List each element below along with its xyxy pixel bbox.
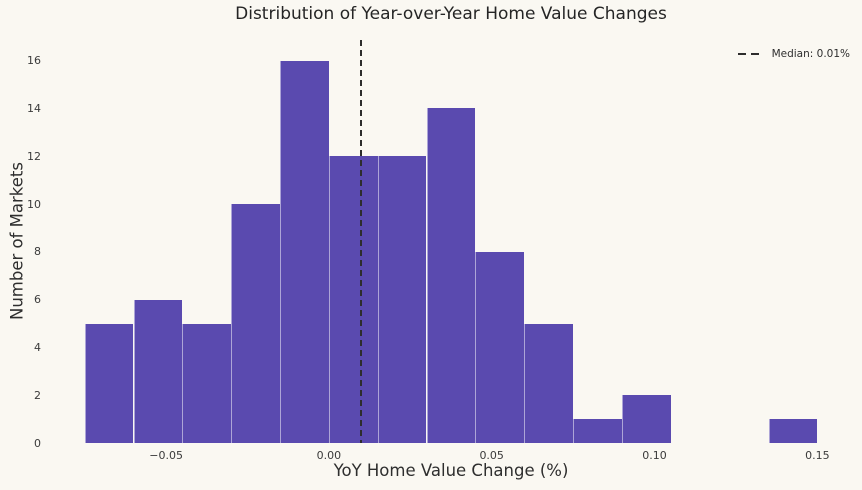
y-tick-label: 8	[34, 245, 41, 259]
histogram-bar	[524, 323, 574, 443]
y-tick-label: 6	[34, 293, 41, 307]
histogram-bar	[280, 60, 329, 443]
histogram-bar	[377, 156, 427, 443]
histogram-bar	[328, 156, 378, 443]
legend: Median: 0.01%	[737, 48, 850, 60]
histogram-bar	[182, 323, 232, 443]
y-tick-label: 14	[27, 101, 41, 115]
histogram-bar	[768, 419, 818, 443]
histogram-bar	[475, 251, 525, 443]
histogram-bar	[622, 395, 671, 443]
y-tick-label: 16	[27, 54, 41, 68]
y-tick-label: 0	[34, 436, 41, 450]
y-tick-label: 10	[27, 197, 41, 211]
y-tick-label: 12	[27, 149, 41, 163]
histogram-bar	[231, 204, 280, 443]
histogram-bar	[426, 108, 476, 443]
x-axis-label: YoY Home Value Change (%)	[333, 461, 569, 480]
legend-label: Median: 0.01%	[771, 48, 850, 60]
histogram-bar	[84, 323, 134, 443]
x-tick-label: 0.15	[805, 449, 830, 462]
x-tick-label: 0.00	[316, 449, 342, 462]
median-line	[360, 40, 363, 443]
histogram-bar	[573, 419, 622, 443]
chart-title: Distribution of Year-over-Year Home Valu…	[235, 4, 667, 24]
y-tick-label: 4	[34, 340, 41, 354]
x-tick-label: −0.05	[149, 449, 183, 462]
histogram-bar	[133, 299, 183, 443]
x-tick-label: 0.10	[642, 449, 667, 462]
dashed-line-icon	[737, 53, 764, 55]
x-tick-label: 0.05	[479, 449, 504, 462]
y-tick-label: 2	[34, 388, 41, 402]
